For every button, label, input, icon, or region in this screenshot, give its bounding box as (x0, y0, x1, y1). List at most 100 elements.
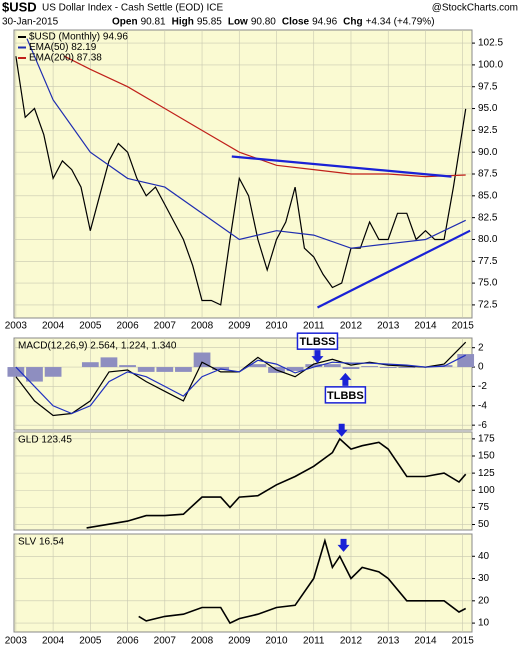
x-tick-label: 2007 (154, 321, 177, 332)
histogram-bar (44, 367, 62, 377)
histogram-bar (26, 367, 43, 382)
histogram-bar (156, 367, 174, 372)
histogram-bar (361, 366, 378, 368)
quote-value: +4.34 (+4.79%) (366, 17, 435, 28)
series-line (15, 354, 466, 415)
quote-label: Close (282, 17, 310, 28)
histogram-bar (342, 367, 360, 369)
x-tick-label: 2010 (265, 321, 288, 332)
quote-label: Low (228, 17, 248, 28)
y-tick-label: 150 (478, 451, 495, 462)
y-tick-label: 75 (478, 502, 490, 513)
x-tick-label: 2008 (191, 636, 214, 647)
x-tick-label: 2011 (303, 636, 325, 647)
x-tick-label: 2009 (228, 321, 251, 332)
x-tick-label: 2004 (42, 321, 65, 332)
annotation-label: TLBBS (327, 390, 364, 402)
histogram-bar (81, 362, 99, 368)
annotation (335, 423, 348, 437)
y-tick-label: 87.5 (478, 169, 498, 180)
quote-value: 94.96 (312, 17, 337, 28)
y-tick-label: -4 (478, 400, 487, 411)
panel-background (13, 431, 473, 531)
y-tick-label: 175 (478, 433, 495, 444)
histogram-bar (7, 367, 25, 377)
x-tick-label: 2003 (5, 321, 28, 332)
x-tick-label: 2004 (42, 636, 65, 647)
histogram-bar (249, 364, 267, 368)
panel-background (13, 337, 473, 431)
annotation-box (324, 386, 367, 404)
histogram-bar (457, 354, 475, 368)
y-tick-label: 97.5 (478, 81, 498, 92)
y-tick-label: 90.0 (478, 147, 498, 158)
annotation-arrow (339, 372, 352, 386)
histogram-bar (193, 352, 211, 368)
x-tick-label: 2012 (340, 636, 363, 647)
x-tick-label: 2007 (154, 636, 177, 647)
annotation: TLBSS (296, 332, 339, 364)
x-tick-label: 2014 (414, 321, 437, 332)
series-line (138, 537, 467, 625)
x-tick-label: 2005 (79, 636, 102, 647)
annotation (337, 538, 350, 552)
y-tick-label: 2 (478, 342, 484, 353)
y-tick-label: 40 (478, 551, 490, 562)
histogram-bar (323, 364, 341, 368)
x-tick-label: 2013 (377, 321, 400, 332)
x-tick-label: 2014 (414, 636, 437, 647)
annotation: TLBBS (324, 372, 367, 404)
y-tick-label: 100 (478, 485, 495, 496)
trendline (317, 229, 471, 309)
histogram-bar (379, 367, 397, 369)
legend-label: EMA(200) 87.38 (29, 53, 102, 64)
histogram-bar (119, 365, 136, 368)
series-line (86, 437, 467, 529)
series-line (15, 56, 467, 306)
annotation-arrow (337, 538, 350, 552)
y-tick-label: -6 (478, 420, 487, 431)
x-tick-label: 2015 (452, 321, 475, 332)
histogram-bar (175, 367, 192, 372)
quote-label: High (172, 17, 194, 28)
y-tick-label: 100.0 (478, 60, 503, 71)
y-tick-label: 102.5 (478, 38, 503, 49)
x-tick-label: 2006 (116, 321, 139, 332)
panel-title: SLV 16.54 (18, 537, 64, 548)
y-tick-label: -2 (478, 381, 487, 392)
x-tick-label: 2009 (228, 636, 251, 647)
panel-title: GLD 123.45 (18, 435, 72, 446)
x-tick-label: 2013 (377, 636, 400, 647)
quote-value: 95.85 (197, 17, 222, 28)
histogram-bar (137, 367, 155, 372)
x-tick-label: 2012 (340, 321, 363, 332)
y-tick-label: 30 (478, 573, 490, 584)
annotation-arrow (311, 350, 324, 364)
quote-label: Chg (343, 17, 362, 28)
x-tick-label: 2015 (452, 636, 475, 647)
y-tick-label: 85.0 (478, 190, 498, 201)
y-tick-label: 72.5 (478, 300, 498, 311)
y-tick-label: 92.5 (478, 125, 498, 136)
annotation-box (296, 332, 339, 350)
description: US Dollar Index - Cash Settle (EOD) ICE (42, 3, 223, 14)
y-tick-label: 10 (478, 618, 490, 629)
source: @StockCharts.com (432, 3, 518, 14)
y-tick-label: 50 (478, 519, 490, 530)
y-tick-label: 82.5 (478, 212, 498, 223)
histogram-bar (100, 357, 118, 368)
histogram-bar (398, 367, 416, 369)
histogram-bar (305, 364, 323, 368)
x-tick-label: 2008 (191, 321, 214, 332)
y-tick-label: 125 (478, 468, 495, 479)
series-line (26, 38, 466, 249)
x-tick-label: 2005 (79, 321, 102, 332)
panel-title: MACD(12,26,9) 2.564, 1.224, 1.340 (18, 341, 177, 352)
x-tick-label: 2003 (5, 636, 28, 647)
y-tick-label: 0 (478, 362, 484, 373)
x-tick-label: 2011 (303, 321, 325, 332)
annotation-arrow (335, 423, 348, 437)
symbol: $USD (2, 0, 37, 14)
y-tick-label: 75.0 (478, 278, 498, 289)
